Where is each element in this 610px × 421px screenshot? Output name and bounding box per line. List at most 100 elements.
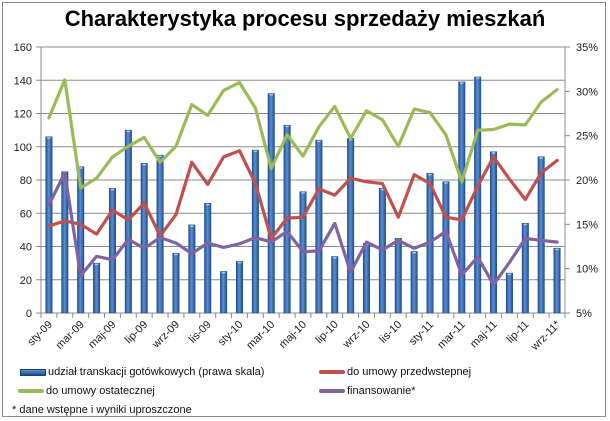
bar-cap [444,182,448,184]
legend-label-financing: finansowanie* [347,385,416,397]
final-contract-line [47,78,559,190]
red-line-swatch-icon [319,370,345,374]
bar-cap [78,167,83,169]
bar [251,149,259,314]
bar [77,166,85,314]
left-axis-label: 60 [20,208,32,220]
bar [108,188,116,314]
bar [172,252,180,314]
bar [553,247,561,314]
bar-cap [237,261,242,264]
bar [458,81,466,314]
bar [394,237,402,314]
bar [235,261,243,314]
bar-cap [205,203,210,206]
bar-cap [460,82,464,84]
x-axis-label: maj-10 [277,319,309,351]
bar-cap [47,137,51,139]
bar-cap [491,152,496,154]
x-axis-label: sty-11 [407,319,436,348]
bar [490,151,498,314]
bar-cap [301,192,305,194]
x-axis-label: lis-09 [187,319,214,346]
bar-cap [221,271,226,274]
bar [347,138,355,314]
bar-cap [285,125,289,128]
left-axis-label: 120 [14,109,32,121]
bar-cap [94,263,99,266]
legend-label-final: do umowy ostatecznej [46,385,155,397]
right-axis-label: 25% [576,131,598,143]
x-axis-label: lip-09 [123,319,151,347]
financing-line [47,171,559,287]
bar [124,129,132,314]
bar [474,76,482,314]
bar [521,222,529,314]
bar [331,256,339,314]
legend-item-final: do umowy ostatecznej [18,385,155,397]
x-axis-label: mar-11 [435,319,468,352]
bar-cap [174,253,178,256]
bar-cap [253,150,258,153]
right-axis-label: 35% [576,42,598,54]
bar [442,181,450,314]
right-axis-label: 15% [576,219,598,231]
left-axis-label: 0 [26,308,32,320]
right-axis-label: 5% [576,308,592,320]
bar [537,156,545,314]
bar [410,251,418,314]
bar-cap [507,273,512,276]
x-axis-label: sty-09 [25,319,55,349]
x-axis-label: maj-09 [86,319,118,351]
bar-cap [158,155,162,158]
left-axis-label: 160 [14,42,32,54]
bar-cap [555,248,559,251]
x-axis-label: mar-09 [54,319,87,352]
x-axis-label: wrz-09 [150,319,183,352]
bar-cap [317,140,321,143]
x-axis-label: maj-11 [468,319,500,351]
legend-item-preliminary: do umowy przedwstepnej [319,366,471,378]
left-axis-label: 100 [14,142,32,154]
right-axis-label: 10% [576,264,598,276]
bar-cap [142,163,146,166]
legend-label-cash-share: udział transkacji gotówkowych (prawa ska… [48,366,265,378]
x-axis-label: wrz-11* [528,318,563,353]
legend-label-preliminary: do umowy przedwstepnej [347,366,472,378]
bar [363,242,371,314]
x-axis-label: lip-10 [313,319,341,347]
left-axis-label: 140 [14,75,32,87]
bar [505,272,513,314]
bar-cap [269,94,273,96]
bar-cap [380,188,385,191]
bar [267,93,275,314]
bar [140,163,148,314]
right-axis-label: 30% [576,86,598,98]
x-axis-label: mar-10 [244,319,277,352]
purple-line-swatch-icon [319,389,345,393]
x-axis-label: lip-11 [504,319,531,346]
bar-cap [475,77,480,79]
left-axis-label: 80 [20,175,32,187]
legend-item-financing: finansowanie* [319,385,416,397]
bar [188,224,196,314]
bar-cap [190,225,194,227]
x-axis-label: sty-10 [216,319,246,349]
bar [204,203,212,314]
bar-cap [523,223,528,226]
bar [93,262,101,314]
bar [220,271,228,314]
legend-item-cash-share: udział transkacji gotówkowych (prawa ska… [20,366,264,378]
bar-swatch-icon [20,368,46,376]
x-axis-label: wrz-10 [340,319,373,352]
left-axis-label: 40 [20,242,32,254]
bar [315,139,323,314]
bar-cap [428,173,432,176]
bar-cap [333,256,337,259]
x-axis-label: lis-10 [377,319,404,346]
left-axis-label: 20 [20,275,32,287]
right-axis-label: 20% [576,175,598,187]
bar-cap [126,130,131,133]
preliminary-contract-line [47,149,559,241]
